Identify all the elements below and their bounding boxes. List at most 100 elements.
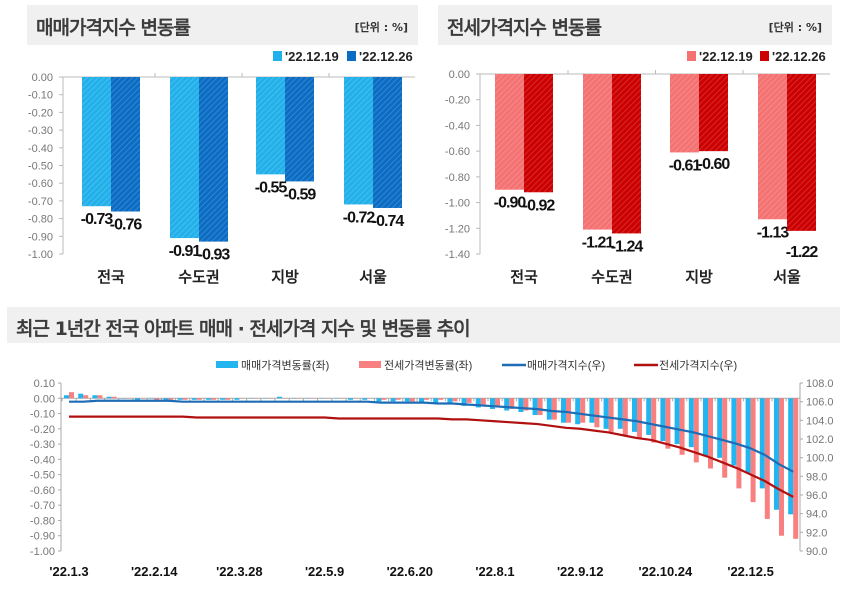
sale-change-bar	[561, 398, 566, 423]
jeonse-change-bar	[438, 398, 444, 400]
bar-hatch	[285, 77, 314, 182]
category-label: 전국	[97, 269, 125, 286]
data-label: -0.91	[169, 243, 202, 260]
left-y-tick-label: -0.30	[30, 439, 55, 451]
legend-swatch	[347, 51, 356, 61]
jeonse-change-bar	[637, 398, 642, 438]
y-tick-label: -0.20	[445, 95, 470, 107]
jeonse-change-bar	[566, 398, 571, 423]
jeonse-change-bar	[168, 398, 174, 400]
jeonse-change-bar	[182, 398, 188, 400]
jeonse-change-bar	[480, 398, 486, 405]
jeonse-change-bar	[424, 398, 429, 400]
sale-change-bar	[731, 398, 737, 466]
right-y-tick-label: 90.0	[806, 546, 827, 558]
trend-chart-title: 최근 1년간 전국 아파트 매매 · 전세가격 지수 및 변동률 추이	[16, 318, 471, 340]
jeonse-change-bar	[509, 398, 515, 409]
category-label: 서울	[359, 269, 387, 286]
jeonse-change-bar	[395, 398, 401, 400]
jeonse-change-bar	[381, 398, 387, 400]
left-y-tick-label: -0.50	[30, 470, 55, 482]
y-tick-label: -0.20	[28, 107, 53, 119]
sale-change-bar	[191, 398, 197, 400]
bar-hatch	[111, 77, 140, 212]
legend-label: '22.12.26	[359, 49, 413, 64]
x-tick-label: '22.10.24	[639, 564, 693, 579]
sale-change-bar	[92, 395, 98, 399]
left-y-tick-label: -0.60	[30, 485, 55, 497]
jeonse-change-bar	[69, 392, 74, 399]
jeonse-change-bar	[594, 398, 600, 428]
bar-hatch	[670, 74, 699, 153]
y-tick-label: -0.10	[28, 90, 53, 102]
data-label: -0.72	[343, 209, 376, 226]
sale-change-bar	[575, 398, 581, 425]
y-tick-label: -0.80	[445, 172, 470, 184]
left-y-tick-label: 0.10	[34, 378, 55, 390]
legend-label: '22.12.19	[285, 49, 339, 64]
sale-change-bar	[504, 398, 510, 411]
category-label: 수도권	[178, 268, 219, 286]
sale-chart-title: 매매가격지수 변동률	[36, 17, 191, 39]
sale-chart-unit: [단위 : %]	[354, 21, 408, 34]
left-y-tick-label: -1.00	[30, 546, 55, 558]
jeonse-change-bar	[608, 398, 614, 432]
sale-change-bar	[433, 398, 439, 403]
sale-change-bar	[64, 395, 69, 399]
sale-change-bar	[774, 398, 779, 510]
jeonse-change-bar	[551, 398, 557, 420]
jeonse-change-bar	[211, 398, 216, 400]
x-tick-label: '22.12.5	[727, 564, 773, 579]
y-tick-label: -0.60	[445, 146, 470, 158]
legend-label: 매매가격지수(우)	[527, 359, 605, 372]
x-tick-label: '22.8.1	[475, 564, 514, 579]
trend-chart-header: 최근 1년간 전국 아파트 매매 · 전세가격 지수 및 변동률 추이	[7, 307, 840, 343]
y-tick-label: -0.80	[28, 214, 53, 226]
sale-change-bar	[617, 398, 623, 429]
legend-swatch	[687, 51, 696, 61]
x-tick-label: '22.1.3	[49, 564, 88, 579]
sale-change-bar	[632, 398, 637, 432]
x-tick-label: '22.3.28	[216, 564, 262, 579]
data-label: -1.24	[611, 238, 644, 255]
bar-hatch	[344, 77, 373, 205]
category-label: 서울	[773, 269, 801, 286]
sale-change-bar	[376, 398, 382, 402]
left-y-tick-label: -0.40	[30, 454, 55, 466]
jeonse-change-bar	[580, 398, 586, 423]
y-tick-label: -0.30	[28, 125, 53, 137]
left-y-tick-label: 0.00	[34, 393, 55, 405]
data-label: -1.22	[786, 244, 819, 261]
legend-label: '22.12.26	[772, 49, 826, 64]
sale-change-bar	[206, 398, 211, 400]
bar-hatch	[82, 77, 111, 207]
bar-hatch	[758, 74, 787, 220]
category-label: 지방	[271, 268, 299, 286]
right-y-tick-label: 96.0	[806, 490, 827, 502]
data-label: -0.60	[698, 156, 731, 173]
y-tick-label: 0.00	[32, 72, 53, 84]
jeonse-change-bar	[495, 398, 500, 406]
bar-hatch	[583, 74, 612, 230]
sale-change-bar	[177, 398, 183, 400]
right-y-tick-label: 106.0	[806, 397, 834, 409]
x-tick-label: '22.2.14	[131, 564, 178, 579]
y-tick-label: -0.40	[445, 120, 470, 132]
jeonse-change-bar	[764, 398, 770, 519]
bar-hatch	[787, 74, 816, 231]
bar-hatch	[699, 74, 728, 152]
sale-change-bar	[717, 398, 723, 458]
legend-swatch	[760, 51, 769, 61]
jeonse-chart-unit: [단위 : %]	[768, 21, 822, 34]
jeonse-change-bar	[523, 398, 529, 411]
jeonse-change-bar	[693, 398, 699, 463]
sale-change-bar	[78, 393, 84, 399]
jeonse-change-bar	[622, 398, 628, 435]
data-label: -1.21	[582, 235, 615, 252]
jeonse-index-line	[69, 415, 794, 498]
sale-change-bar	[788, 398, 794, 515]
sale-change-bar	[234, 398, 240, 400]
x-tick-label: '22.9.12	[557, 564, 603, 579]
data-label: -0.93	[198, 247, 231, 264]
data-label: -0.59	[284, 186, 317, 203]
